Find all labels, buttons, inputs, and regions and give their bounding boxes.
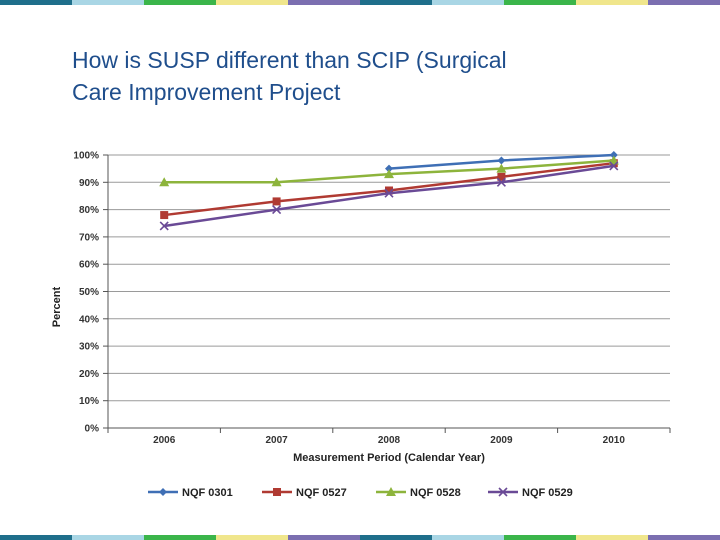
data-point (608, 155, 619, 165)
stripe-segment (0, 0, 72, 5)
legend-label: NQF 0301 (182, 487, 233, 499)
y-tick-label: 40% (79, 314, 99, 325)
data-point (497, 156, 506, 165)
stripe-segment (0, 535, 72, 540)
legend-entry: NQF 0527 (262, 487, 347, 499)
stripe-segment (648, 0, 720, 5)
x-tick-label: 2006 (153, 435, 176, 446)
data-point (272, 197, 281, 206)
data-point (497, 172, 506, 181)
stripe-segment (288, 535, 360, 540)
stripe-segment (288, 0, 360, 5)
data-point (496, 177, 506, 187)
top-stripe (0, 0, 720, 5)
stripe-segment (576, 535, 648, 540)
legend-label: NQF 0527 (296, 487, 347, 499)
stripe-segment (432, 0, 504, 5)
stripe-segment (144, 535, 216, 540)
x-tick-label: 2007 (265, 435, 288, 446)
y-tick-label: 10% (79, 396, 99, 407)
legend: NQF 0301 NQF 0527 NQF 0528 NQF 0529 (148, 487, 573, 499)
stripe-segment (360, 0, 432, 5)
data-point (385, 186, 393, 195)
data-point (159, 488, 167, 496)
legend-entry: NQF 0528 (376, 487, 461, 499)
x-tick-label: 2010 (603, 435, 626, 446)
y-tick-label: 20% (79, 369, 99, 380)
legend-entry: NQF 0301 (148, 487, 233, 499)
stripe-segment (216, 0, 288, 5)
tick-labels: 0% 10% 20% 30% 40% 50% 60% 70% 80% 90% 100% 2006 200… (73, 151, 625, 447)
data-point (385, 164, 393, 173)
data-point (496, 163, 507, 173)
slide-title: How is SUSP different than SCIP (Surgica… (72, 44, 672, 108)
axes (103, 154, 671, 433)
legend-label: NQF 0529 (522, 487, 573, 499)
y-tick-label: 80% (79, 205, 99, 216)
data-point (273, 488, 281, 496)
bottom-stripe (0, 535, 720, 540)
data-point (272, 205, 282, 215)
y-tick-label: 50% (79, 287, 99, 298)
stripe-segment (72, 0, 144, 5)
series-nqf-0301 (385, 151, 618, 173)
x-tick-label: 2008 (378, 435, 401, 446)
title-line-1: How is SUSP different than SCIP (Surgica… (72, 47, 507, 73)
data-point (498, 487, 508, 497)
stripe-segment (72, 535, 144, 540)
stripe-segment (648, 535, 720, 540)
data-point (609, 161, 619, 171)
y-tick-label: 60% (79, 260, 99, 271)
y-tick-label: 0% (85, 424, 100, 435)
y-tick-label: 100% (73, 151, 99, 162)
data-point (159, 221, 169, 231)
stripe-segment (504, 0, 576, 5)
stripe-segment (360, 535, 432, 540)
data-point (160, 211, 169, 220)
series-nqf-0529 (159, 161, 619, 231)
series-group (159, 151, 619, 231)
y-tick-label: 70% (79, 232, 99, 243)
data-point (384, 188, 394, 198)
y-tick-label: 90% (79, 178, 99, 189)
stripe-segment (432, 535, 504, 540)
data-point (386, 487, 396, 496)
data-point (159, 177, 170, 187)
data-point (609, 151, 618, 159)
stripe-segment (144, 0, 216, 5)
title-line-2: Care Improvement Project (72, 79, 341, 105)
x-tick-label: 2009 (490, 435, 513, 446)
series-nqf-0528 (159, 155, 619, 187)
legend-label: NQF 0528 (410, 487, 461, 499)
y-tick-label: 30% (79, 342, 99, 353)
stripe-segment (576, 0, 648, 5)
data-point (384, 169, 394, 179)
legend-entry: NQF 0529 (488, 487, 573, 499)
stripe-segment (504, 535, 576, 540)
y-axis-label: Percent (51, 286, 63, 327)
data-point (271, 177, 282, 187)
x-axis-label: Measurement Period (Calendar Year) (293, 452, 485, 464)
stripe-segment (216, 535, 288, 540)
